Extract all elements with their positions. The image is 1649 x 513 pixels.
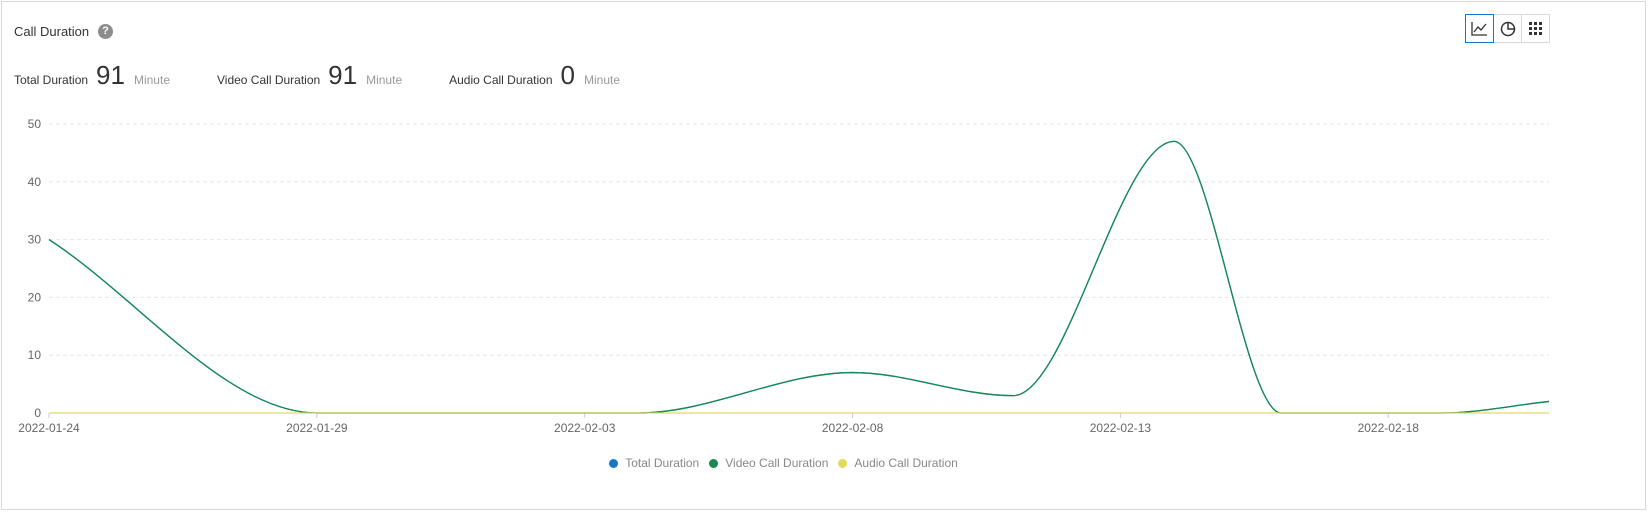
y-tick-label: 40 — [28, 175, 42, 189]
panel-title: Call Duration — [14, 24, 90, 39]
stat-value: 91 — [328, 60, 358, 90]
table-view-button[interactable] — [1521, 14, 1550, 43]
x-tick-label: 2022-02-03 — [554, 421, 616, 435]
y-tick-label: 50 — [28, 117, 42, 131]
x-tick-label: 2022-01-29 — [286, 421, 348, 435]
help-icon[interactable]: ? — [98, 24, 113, 39]
grid-icon — [1529, 22, 1542, 35]
stat-value: 0 — [560, 60, 575, 90]
line-chart-view-button[interactable] — [1465, 14, 1494, 43]
legend-item-total-duration[interactable]: Total Duration — [609, 456, 699, 470]
line-chart-icon — [1471, 22, 1487, 36]
stat-audio-call-duration: Audio Call Duration 0 Minute — [449, 60, 620, 91]
summary-stats: Total Duration 91 Minute Video Call Dura… — [14, 60, 667, 91]
legend-item-audio-call-duration[interactable]: Audio Call Duration — [838, 456, 958, 470]
x-tick-label: 2022-02-08 — [822, 421, 884, 435]
legend-label: Total Duration — [625, 456, 700, 470]
legend-item-video-call-duration[interactable]: Video Call Duration — [709, 456, 828, 470]
pie-chart-view-button[interactable] — [1493, 14, 1522, 43]
legend-label: Audio Call Duration — [854, 456, 958, 470]
y-tick-label: 30 — [28, 233, 42, 247]
stat-unit: Minute — [366, 73, 403, 87]
y-tick-label: 20 — [28, 290, 42, 304]
stat-video-call-duration: Video Call Duration 91 Minute — [217, 60, 402, 91]
legend-label: Video Call Duration — [725, 456, 829, 470]
stat-value: 91 — [96, 60, 125, 90]
legend-dot — [609, 458, 619, 468]
x-tick-label: 2022-02-18 — [1358, 421, 1420, 435]
legend-dot — [709, 458, 719, 468]
stat-unit: Minute — [133, 73, 170, 87]
stat-unit: Minute — [583, 73, 621, 87]
chart-legend: Total Duration Video Call Duration Audio… — [0, 456, 1567, 470]
stat-label: Audio Call Duration — [449, 73, 553, 87]
pie-chart-icon — [1500, 21, 1515, 36]
stat-label: Total Duration — [14, 73, 89, 87]
y-tick-label: 10 — [28, 348, 42, 362]
x-tick-label: 2022-01-24 — [18, 421, 80, 435]
stat-total-duration: Total Duration 91 Minute — [14, 60, 170, 91]
stat-label: Video Call Duration — [217, 73, 321, 87]
y-tick-label: 0 — [34, 406, 41, 420]
legend-dot — [838, 458, 848, 468]
x-tick-label: 2022-02-13 — [1090, 421, 1152, 435]
chart-view-toolbar — [1465, 14, 1550, 43]
